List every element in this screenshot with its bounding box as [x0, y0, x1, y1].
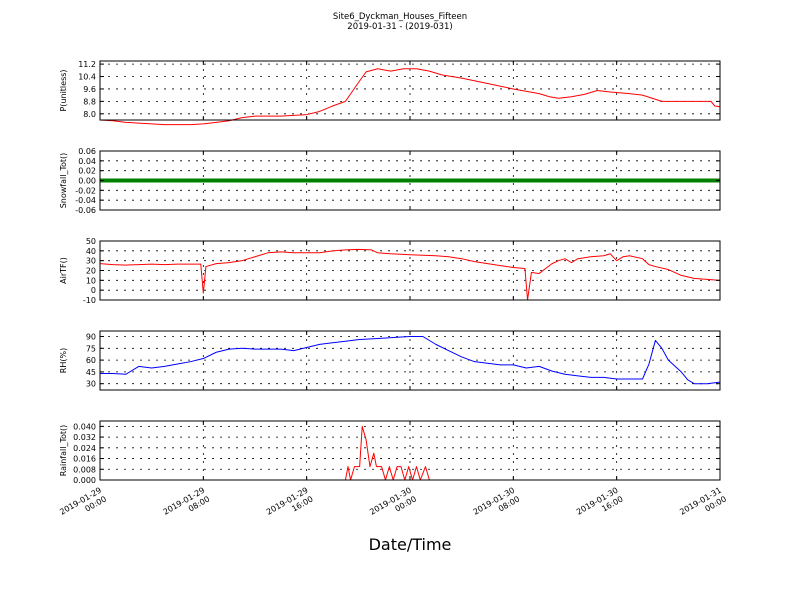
y-tick-label: 0	[91, 286, 96, 295]
y-tick-label: -0.02	[75, 186, 96, 195]
y-tick-label: -10	[83, 296, 96, 305]
chart-title: Site6_Dyckman_Houses_Fifteen	[333, 12, 467, 22]
y-tick-label: 0.00	[78, 177, 96, 186]
y-tick-label: 0.000	[73, 476, 96, 485]
x-tick-label: 2019-01-2908:00	[162, 486, 212, 526]
y-tick-label: 30	[86, 257, 96, 266]
panels-layer: 8.0 8.8 9.6 10.4 11.2 P(unitless) -0.06-0.04-0…	[59, 60, 721, 485]
y-tick-label: 8.8	[83, 97, 96, 106]
panel-4: 30 45 60 75 90 RH(%)	[59, 330, 721, 391]
x-tick-labels: 2019-01-2900:00 2019-01-2908:00 2019-01-29…	[58, 486, 728, 526]
x-tick-label: 2019-01-2900:00	[58, 486, 108, 526]
chart-subtitle: 2019-01-31 - (2019-031)	[347, 22, 452, 32]
x-axis-label: Date/Time	[369, 535, 452, 554]
panel-2: -0.06-0.04-0.020.000.020.040.06 Snowfall_…	[59, 147, 721, 215]
y-tick-label: 0.04	[78, 157, 96, 166]
y-tick-label: 0.024	[73, 444, 96, 453]
y-tick-label: 9.6	[83, 85, 96, 94]
y-tick-label: -0.04	[75, 196, 96, 205]
y-tick-label: 75	[86, 344, 96, 353]
x-tick-label: 2019-01-3100:00	[678, 486, 728, 526]
y-tick-label: 0.032	[73, 433, 96, 442]
y-tick-label: 8.0	[83, 110, 96, 119]
y-tick-label: 20	[86, 267, 96, 276]
y-axis-label: AirTF()	[59, 257, 68, 284]
series-line	[99, 68, 721, 126]
y-tick-label: 10	[86, 276, 96, 285]
y-tick-label: 0.008	[73, 465, 96, 474]
y-tick-label: 0.06	[78, 147, 96, 156]
series-line	[99, 248, 721, 301]
x-tick-label: 2019-01-3008:00	[472, 486, 522, 526]
x-tick-label: 2019-01-3000:00	[368, 486, 418, 526]
y-tick-label: 0.02	[78, 167, 96, 176]
y-tick-label: 30	[86, 380, 96, 389]
series-line	[100, 336, 721, 385]
y-tick-label: 10.4	[78, 73, 96, 82]
y-tick-label: 40	[86, 247, 96, 256]
x-tick-label: 2019-01-3016:00	[575, 486, 625, 526]
y-axis-label: RH(%)	[59, 348, 68, 373]
y-tick-label: 60	[86, 356, 96, 365]
panel-1: 8.0 8.8 9.6 10.4 11.2 P(unitless)	[59, 60, 721, 126]
y-tick-label: 0.016	[73, 455, 96, 464]
y-tick-label: -0.06	[75, 206, 96, 215]
y-tick-label: 90	[86, 333, 96, 342]
y-tick-label: 11.2	[78, 60, 96, 69]
y-tick-label: 45	[86, 368, 96, 377]
x-tick-label: 2019-01-2916:00	[265, 486, 315, 526]
y-tick-label: 0.040	[73, 422, 96, 431]
y-tick-label: 50	[86, 237, 96, 246]
y-axis-label: P(unitless)	[59, 69, 68, 111]
y-axis-label: Snowfall_Tot()	[59, 153, 68, 209]
y-axis-label: Rainfall_Tot()	[59, 425, 68, 477]
